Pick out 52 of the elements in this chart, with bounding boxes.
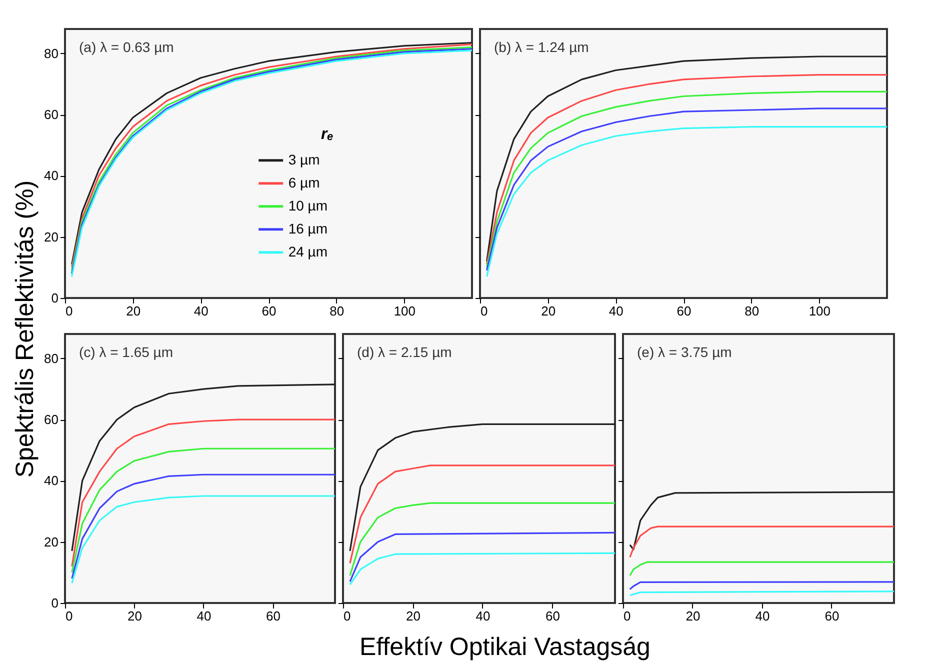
x-tick-label: 40 [608,304,624,318]
line-series [71,448,335,574]
legend-label: 10 µm [288,197,328,214]
y-tick-label: 20 [44,229,58,244]
x-tick-label: 0 [480,304,488,318]
legend-label: 3 µm [288,151,320,168]
x-tick-label: 60 [824,608,840,624]
y-axis-title: Spektrális Reflektivitás (%) [11,180,39,478]
x-tick-label: 20 [541,304,556,318]
y-tick-label: 40 [44,168,58,184]
x-tick-label: 20 [126,304,141,318]
x-tick-label: 60 [676,304,692,318]
x-tick-label: 40 [755,608,770,624]
x-tick-label: 80 [744,304,760,318]
legend-label: 24 µm [288,243,328,260]
y-tick-label: 20 [44,534,58,550]
annotation: (a) λ = 0.63 µm [79,39,174,55]
legend-title: rₑ [321,126,334,143]
annotation: (e) λ = 3.75 µm [637,344,732,360]
x-tick-label: 20 [406,608,420,624]
x-tick-label: 80 [330,304,344,318]
line-series [71,495,335,584]
x-tick-label: 60 [545,608,560,624]
x-tick-label: 100 [808,304,831,318]
x-tick-label: 0 [66,304,73,318]
line-series [71,418,335,568]
annotation: (d) λ = 2.15 µm [357,344,452,360]
legend-label: 6 µm [288,174,320,190]
y-tick-label: 80 [44,46,58,61]
x-tick-label: 20 [127,608,142,624]
x-tick-label: 0 [624,608,631,624]
x-tick-label: 100 [394,304,416,318]
x-tick-label: 20 [686,608,700,624]
y-tick-label: 40 [44,473,58,488]
line-series [71,474,335,580]
line-series [71,384,335,552]
x-tick-label: 40 [476,608,490,624]
x-tick-label: 0 [66,608,73,624]
x-tick-label: 60 [266,608,280,624]
x-axis-title: Effektív Optikai Vastagság [360,633,650,661]
x-tick-label: 40 [196,608,212,624]
legend-label: 16 µm [288,220,328,236]
x-tick-label: 60 [262,304,276,318]
y-tick-label: 0 [51,596,58,610]
annotation: (b) λ = 1.24 µm [494,39,589,55]
y-tick-label: 60 [44,107,58,122]
annotation: (c) λ = 1.65 µm [79,344,174,360]
y-tick-label: 80 [44,350,58,366]
x-tick-label: 40 [194,304,208,318]
y-tick-label: 60 [44,412,58,428]
y-tick-label: 0 [51,290,58,306]
x-tick-label: 0 [344,608,351,624]
